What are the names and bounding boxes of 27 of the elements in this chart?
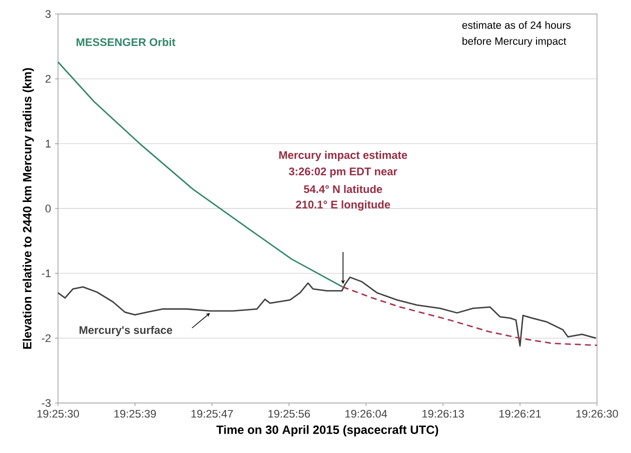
y-axis-title: Elevation relative to 2440 km Mercury radius (km) bbox=[22, 68, 34, 349]
y-tick-label: -1 bbox=[42, 270, 51, 278]
annotation: 3:26:02 pm EDT near bbox=[288, 168, 398, 178]
y-tick-label: -3 bbox=[42, 399, 51, 407]
annotation: Mercury impact estimate bbox=[279, 150, 408, 162]
x-tick-label: 19:26:30 bbox=[576, 410, 618, 418]
annotation: 210.1° E longitude bbox=[296, 200, 390, 211]
line-series bbox=[342, 286, 598, 346]
x-tick-label: 19:25:47 bbox=[191, 410, 233, 418]
y-tick-label: 2 bbox=[46, 75, 51, 83]
x-tick-label: 19:25:30 bbox=[37, 410, 79, 418]
x-axis-title: Time on 30 April 2015 (spacecraft UTC) bbox=[216, 425, 438, 436]
annotation: before Mercury impact bbox=[462, 37, 566, 47]
x-tick-label: 19:26:21 bbox=[499, 410, 541, 418]
y-tick-label: 1 bbox=[46, 140, 51, 148]
annotation: estimate as of 24 hours bbox=[462, 21, 571, 29]
x-tick-label: 19:26:13 bbox=[422, 410, 464, 418]
text: MESSENGER Orbit bbox=[76, 38, 176, 46]
line-series bbox=[57, 276, 597, 347]
y-tick-label: 3 bbox=[45, 10, 51, 18]
y-tick-label: -2 bbox=[42, 334, 51, 342]
x-tick-label: 19:25:56 bbox=[268, 410, 310, 418]
y-tick-label: 0 bbox=[45, 204, 51, 212]
x-tick-label: 19:26:04 bbox=[345, 410, 388, 418]
series-label: Mercury's surface bbox=[80, 326, 172, 336]
x-tick-label: 19:25:39 bbox=[114, 410, 156, 418]
annotation: 54.4° N latitude bbox=[304, 184, 382, 194]
